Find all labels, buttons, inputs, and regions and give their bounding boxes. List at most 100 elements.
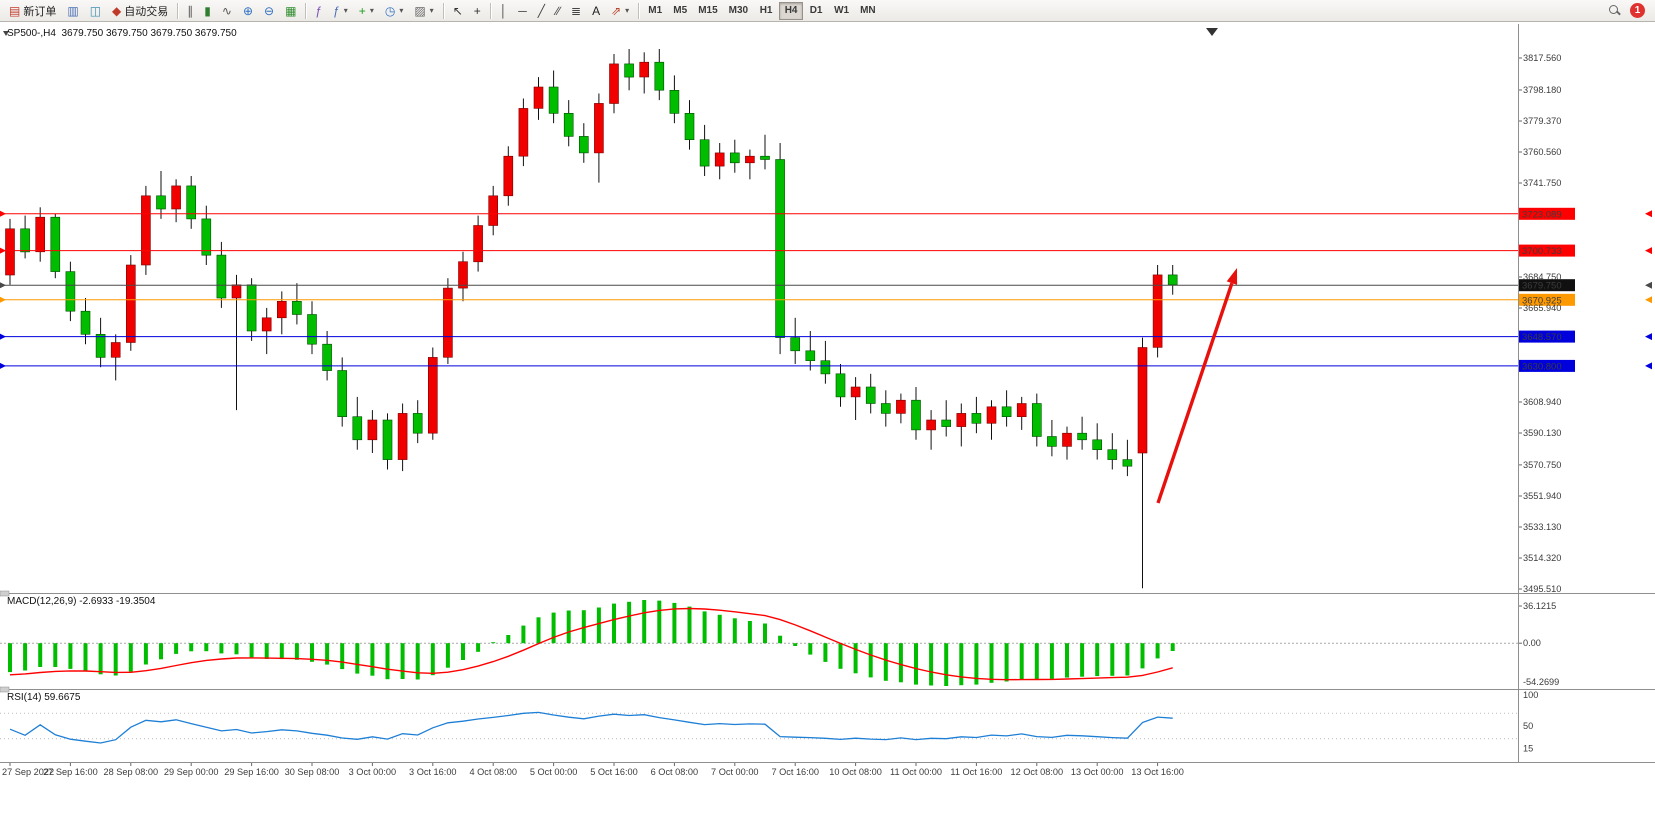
main-price-panel [0, 28, 1652, 589]
bars-chart-icon[interactable]: ∥ [182, 1, 198, 20]
time-axis-label: 4 Oct 08:00 [469, 767, 517, 777]
rsi-line [9, 711, 1173, 744]
timeframe-h4-button[interactable]: H4 [779, 1, 804, 20]
rsi-scale-mid: 50 [1523, 721, 1533, 731]
profiles-icon[interactable]: ◫ [85, 1, 106, 20]
indicators-icon[interactable]: ƒ [310, 1, 327, 20]
trendline-icon[interactable]: ╱ [533, 1, 550, 20]
main-toolbar: ▤ 新订单 ▥ ◫ ◆ 自动交易 ∥ ▮ ∿ ⊕ ⊖ ▦ ƒ ƒ ▾ + ▾ ◷ ▾ ▨ ▾ ↖ + │ ─ ╱ ∕∕ ≣ A ⇗ ▾ M1 M… [0, 0, 1655, 22]
line-chart-icon[interactable]: ∿ [217, 1, 237, 20]
price-axis-label: 3533.130 [1523, 522, 1561, 532]
time-axis-label: 11 Oct 00:00 [890, 767, 942, 777]
timeframe-m15-button[interactable]: M15 [693, 2, 722, 20]
indicators-list-icon[interactable]: ƒ ▾ [328, 1, 353, 20]
chart-menu-icon[interactable] [3, 31, 9, 36]
cursor-icon-glyph: ↖ [452, 3, 463, 18]
crosshair-icon[interactable]: + [469, 1, 486, 20]
period-clock-icon[interactable]: ◷ ▾ [380, 1, 409, 20]
time-axis-label: 12 Oct 08:00 [1010, 767, 1063, 777]
trend-arrow[interactable] [1156, 282, 1234, 504]
chevron-down-icon: ▾ [343, 6, 348, 15]
price-tag-support-2 [1519, 359, 1575, 372]
timeframe-mn-button[interactable]: MN [855, 2, 881, 20]
price-axis-label: 3570.750 [1523, 460, 1561, 470]
time-axis-label: 5 Oct 16:00 [590, 767, 638, 777]
rsi-indicator-label: RSI(14) 59.6675 [7, 692, 81, 703]
timeframe-m5-button[interactable]: M5 [668, 2, 692, 20]
time-axis-label: 28 Sep 08:00 [103, 767, 158, 777]
price-tag-text: 3648.570 [1522, 332, 1562, 343]
panel-resize-grip[interactable] [0, 590, 10, 597]
time-axis-label: 7 Oct 16:00 [771, 767, 819, 777]
add-indicator-icon[interactable]: + ▾ [354, 1, 379, 20]
panel-resize-grip[interactable] [0, 686, 10, 693]
line-left-marker [0, 333, 6, 340]
market-watch-icon[interactable]: ▥ [62, 1, 83, 20]
line-left-marker [0, 296, 6, 303]
macd-indicator-label: MACD(12,26,9) -2.6933 -19.3504 [7, 596, 156, 607]
macd-scale-zero: 0.00 [1523, 638, 1541, 648]
price-axis-label: 3779.370 [1523, 116, 1561, 126]
chart-shift-marker[interactable] [1206, 28, 1218, 36]
trend-arrow-head[interactable] [1226, 268, 1238, 285]
line-left-marker [0, 362, 6, 369]
timeframe-w1-button[interactable]: W1 [829, 2, 854, 20]
chevron-down-icon: ▾ [625, 6, 630, 15]
price-axis-label: 3684.750 [1523, 272, 1561, 282]
line-right-marker [1645, 296, 1652, 304]
time-axis-label: 6 Oct 08:00 [651, 767, 699, 777]
price-axis-label: 3608.940 [1523, 397, 1561, 407]
line-left-marker [0, 282, 6, 289]
line-chart-icon-glyph: ∿ [221, 3, 232, 18]
templates-icon[interactable]: ▨ ▾ [409, 1, 438, 20]
auto-trading-button[interactable]: ◆ 自动交易 [107, 1, 173, 20]
price-axis-label: 3495.510 [1523, 584, 1561, 594]
new-order-button[interactable]: ▤ 新订单 [4, 1, 61, 20]
timeframe-m1-button[interactable]: M1 [643, 2, 667, 20]
timeframe-h1-button[interactable]: H1 [754, 2, 778, 20]
horizontal-line-icon[interactable]: ─ [513, 1, 532, 20]
chevron-down-icon: ▾ [399, 6, 404, 15]
macd-histogram [8, 600, 1175, 686]
toolbar-separator [442, 2, 444, 19]
candlestick-chart-icon[interactable]: ▮ [199, 1, 216, 20]
price-tag-pivot-line [1519, 293, 1575, 306]
arrows-icon[interactable]: ⇗ ▾ [606, 1, 634, 20]
line-left-marker [0, 210, 6, 217]
fibonacci-icon-glyph: ≣ [571, 3, 582, 18]
timeframe-m30-button[interactable]: M30 [724, 2, 753, 20]
toolbar-separator [489, 2, 491, 19]
text-label-icon[interactable]: A [587, 1, 605, 20]
time-axis-label: 3 Oct 16:00 [409, 767, 457, 777]
period-clock-icon-glyph: ◷ [384, 3, 396, 18]
fibonacci-icon[interactable]: ≣ [566, 1, 586, 20]
timeframe-d1-button[interactable]: D1 [804, 2, 828, 20]
crosshair-icon-glyph: + [473, 3, 481, 18]
macd-scale-top: 36.1215 [1523, 601, 1556, 611]
zoom-out-icon[interactable]: ⊖ [259, 1, 279, 20]
channel-icon[interactable]: ∕∕ [551, 1, 565, 20]
time-axis-label: 27 Sep 2022 [2, 767, 54, 777]
macd-signal-line [9, 607, 1173, 681]
vertical-line-icon[interactable]: │ [495, 1, 513, 20]
notification-badge[interactable]: 1 [1630, 3, 1645, 18]
candlestick-chart-icon-glyph: ▮ [204, 3, 211, 18]
auto-trading-glyph: ◆ [112, 3, 122, 18]
toolbar-separator [305, 2, 307, 19]
tile-windows-icon[interactable]: ▦ [280, 1, 301, 20]
time-axis-label: 5 Oct 00:00 [530, 767, 578, 777]
new-order-button-label: 新订单 [23, 5, 57, 18]
search-icon[interactable] [1602, 1, 1627, 20]
market-watch-icon-glyph: ▥ [67, 3, 79, 18]
line-left-marker [0, 247, 6, 254]
price-axis[interactable]: 3723.089 3700.733 3679.750 3670.925 3648.570… [1518, 53, 1575, 753]
time-axis-label: 7 Oct 00:00 [711, 767, 759, 777]
cursor-icon[interactable]: ↖ [448, 1, 468, 20]
time-axis-label: 3 Oct 00:00 [349, 767, 397, 777]
zoom-in-icon[interactable]: ⊕ [238, 1, 258, 20]
line-right-marker [1645, 247, 1652, 255]
price-tag-text: 3700.733 [1522, 246, 1562, 257]
price-axis-label: 3590.130 [1523, 428, 1561, 438]
indicators-list-icon-glyph: ƒ [333, 3, 340, 18]
